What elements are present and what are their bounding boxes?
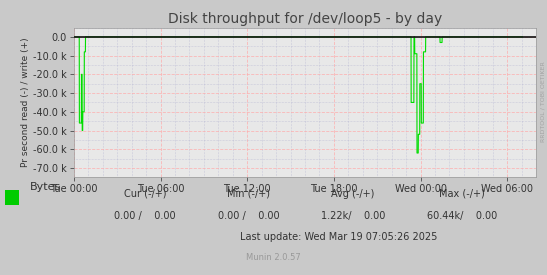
Text: Avg (-/+): Avg (-/+) [331,189,375,199]
Text: 0.00 /    0.00: 0.00 / 0.00 [114,211,176,221]
Text: Cur (-/+): Cur (-/+) [124,189,166,199]
Text: Min (-/+): Min (-/+) [228,189,270,199]
Y-axis label: Pr second read (-) / write (+): Pr second read (-) / write (+) [21,38,31,167]
Text: Munin 2.0.57: Munin 2.0.57 [246,254,301,262]
Text: 60.44k/    0.00: 60.44k/ 0.00 [427,211,497,221]
Text: RRDTOOL / TOBI OETIKER: RRDTOOL / TOBI OETIKER [541,61,546,142]
Text: Max (-/+): Max (-/+) [439,189,485,199]
Title: Disk throughput for /dev/loop5 - by day: Disk throughput for /dev/loop5 - by day [168,12,442,26]
Text: 1.22k/    0.00: 1.22k/ 0.00 [321,211,385,221]
Text: Bytes: Bytes [30,182,61,192]
Text: 0.00 /    0.00: 0.00 / 0.00 [218,211,280,221]
Text: Last update: Wed Mar 19 07:05:26 2025: Last update: Wed Mar 19 07:05:26 2025 [241,232,438,241]
